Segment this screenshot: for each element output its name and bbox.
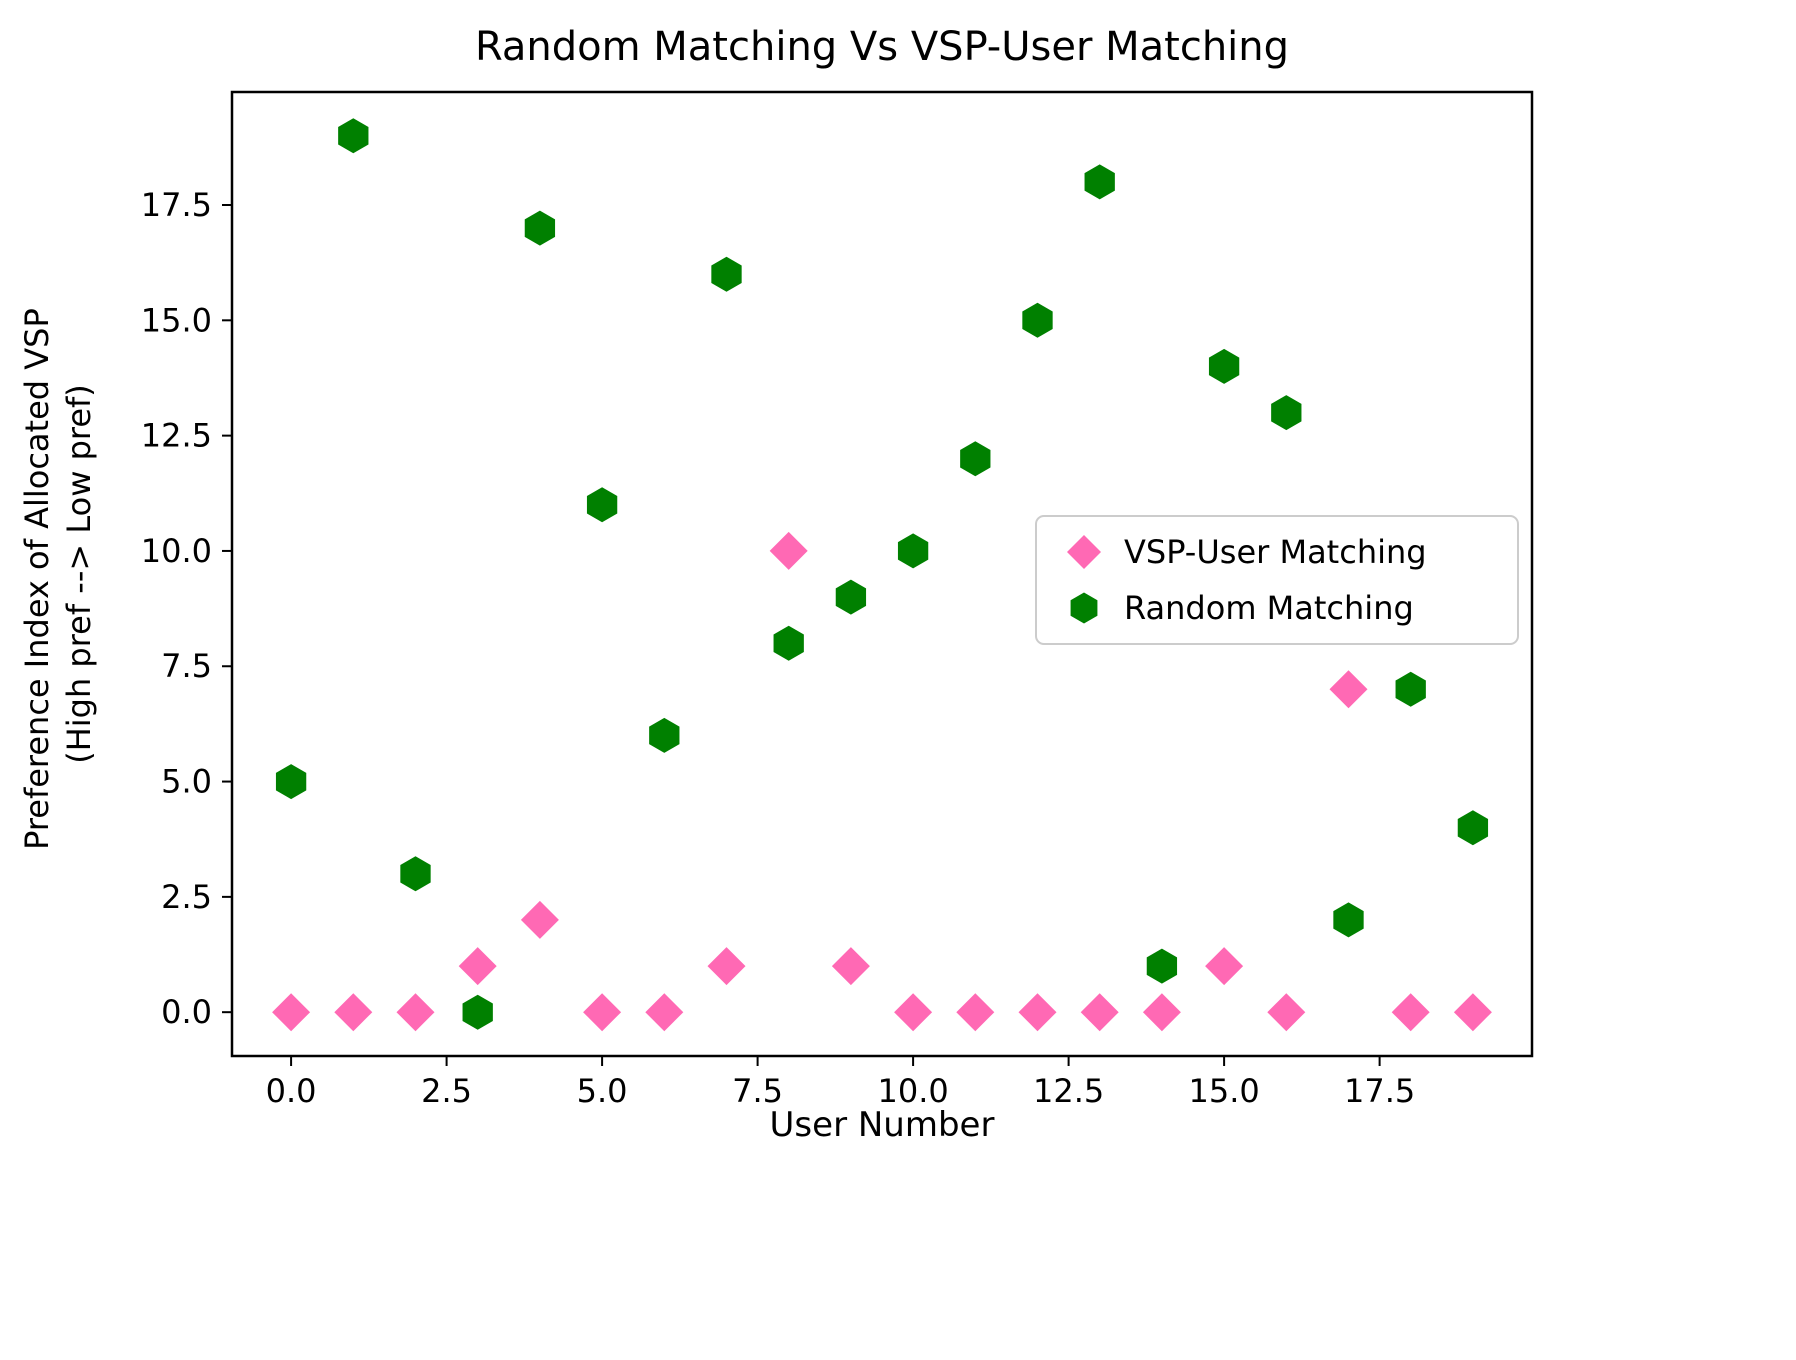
data-point-hexagon <box>835 579 867 615</box>
x-tick-label: 2.5 <box>421 1072 472 1110</box>
data-point-diamond <box>1329 670 1368 709</box>
x-tick-label: 12.5 <box>1033 1072 1104 1110</box>
legend-markers <box>1067 535 1101 624</box>
data-point-hexagon <box>586 487 618 523</box>
x-tick-label: 15.0 <box>1188 1072 1259 1110</box>
x-tick-label: 0.0 <box>266 1072 317 1110</box>
legend: VSP-User Matching Random Matching <box>1035 515 1519 645</box>
y-axis-label: Preference Index of Allocated VSP (High … <box>18 298 98 850</box>
x-tick-label: 10.0 <box>877 1072 948 1110</box>
data-point-diamond <box>645 993 684 1032</box>
y-tick-label: 0.0 <box>161 993 212 1031</box>
chart-title: Random Matching Vs VSP-User Matching <box>475 24 1289 70</box>
legend-box <box>1035 515 1519 645</box>
data-point-hexagon <box>1208 348 1240 384</box>
data-point-hexagon <box>1146 948 1178 984</box>
y-tick-label: 2.5 <box>161 878 212 916</box>
data-point-hexagon <box>960 441 991 477</box>
data-point-diamond <box>769 531 808 570</box>
data-point-diamond <box>583 993 622 1032</box>
data-point-diamond <box>1142 993 1181 1032</box>
y-tick-label: 5.0 <box>161 763 212 801</box>
data-point-hexagon <box>649 717 680 753</box>
legend-label-vsp-user-matching: VSP-User Matching <box>1124 533 1427 571</box>
y-tick-label: 17.5 <box>141 186 212 224</box>
data-point-hexagon <box>1084 164 1115 200</box>
data-point-diamond <box>1267 993 1306 1032</box>
data-point-hexagon <box>773 625 804 661</box>
y-tick-label: 15.0 <box>141 301 212 339</box>
data-point-diamond <box>272 993 311 1032</box>
series-hexagon <box>275 118 1489 1030</box>
data-point-hexagon <box>1271 395 1302 431</box>
data-points <box>272 118 1492 1032</box>
data-point-diamond <box>894 993 933 1032</box>
y-tick-label: 7.5 <box>161 647 212 685</box>
y-tick-label: 10.0 <box>141 532 212 570</box>
x-axis-label: User Number <box>770 1105 995 1145</box>
data-point-diamond <box>1453 993 1492 1032</box>
x-tick-label: 7.5 <box>732 1072 783 1110</box>
series-diamond <box>272 531 1492 1032</box>
plot-border <box>230 90 1534 1058</box>
y-axis-label-line1: Preference Index of Allocated VSP <box>18 308 56 850</box>
y-axis-label-line2: (High pref --> Low pref) <box>60 384 98 764</box>
data-point-diamond <box>396 993 435 1032</box>
data-point-hexagon <box>1395 671 1426 707</box>
data-point-hexagon <box>524 210 556 246</box>
data-point-hexagon <box>1457 810 1489 846</box>
data-point-hexagon <box>400 856 431 892</box>
data-point-hexagon <box>338 118 369 154</box>
data-point-hexagon <box>462 994 493 1030</box>
y-tick-label: 12.5 <box>141 417 212 455</box>
data-point-diamond <box>334 993 373 1032</box>
x-tick-label: 5.0 <box>577 1072 628 1110</box>
data-point-hexagon <box>1022 302 1053 338</box>
x-tick-label: 17.5 <box>1344 1072 1415 1110</box>
hexagon-marker-icon <box>1070 592 1098 624</box>
data-point-diamond <box>707 947 746 986</box>
data-point-diamond <box>458 947 497 986</box>
data-point-hexagon <box>897 533 929 569</box>
data-point-hexagon <box>275 764 307 800</box>
data-point-diamond <box>831 947 870 986</box>
data-point-diamond <box>1205 947 1244 986</box>
data-point-hexagon <box>1333 902 1364 938</box>
data-point-diamond <box>1391 993 1430 1032</box>
legend-label-random-matching: Random Matching <box>1124 589 1414 627</box>
data-point-diamond <box>520 900 559 939</box>
axis-ticks: 0.0 2.5 5.0 7.5 10.0 12.5 15.0 17.5 0.0 2.5 5.0 7.5… <box>141 186 1415 1110</box>
data-point-diamond <box>1080 993 1119 1032</box>
data-point-diamond <box>1018 993 1057 1032</box>
diamond-marker-icon <box>1067 535 1101 569</box>
data-point-diamond <box>956 993 995 1032</box>
data-point-hexagon <box>711 256 742 292</box>
